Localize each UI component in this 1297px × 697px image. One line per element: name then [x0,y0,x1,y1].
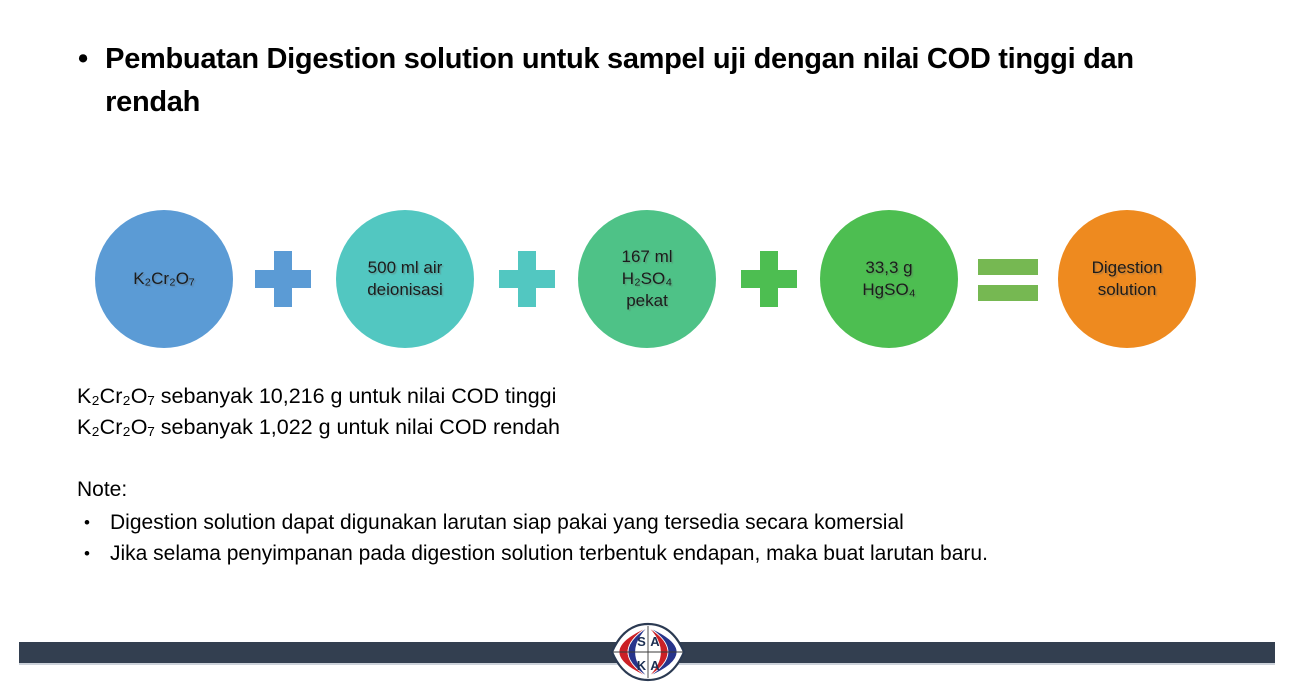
diagram-node-hgso4: 33,3 g HgSO₄ [820,210,958,348]
slide-title-block: • Pembuatan Digestion solution untuk sam… [78,38,1188,124]
diagram-node-air-deionisasi: 500 ml air deionisasi [336,210,474,348]
plus-bar-horizontal [499,270,555,288]
diagram-node-h2so4-pekat: 167 ml H₂SO₄ pekat [578,210,716,348]
dosage-line-cod-rendah: K₂Cr₂O₇ sebanyak 1,022 g untuk nilai COD… [77,415,561,439]
logo-letter-k: K [637,658,647,673]
plus-bar-vertical [274,251,292,307]
bullet-icon: • [84,513,90,532]
title-bullet: • [78,43,89,75]
saka-logo: S A K A [610,622,686,682]
diagram-node-label: 167 ml H₂SO₄ pekat [621,247,673,310]
plus-icon [499,251,555,307]
page-title: Pembuatan Digestion solution untuk sampe… [105,43,1134,118]
dosage-details: K₂Cr₂O₇ sebanyak 10,216 g untuk nilai CO… [77,381,560,443]
plus-icon [741,251,797,307]
list-item: • Jika selama penyimpanan pada digestion… [77,538,988,569]
note-bullet-text: Jika selama penyimpanan pada digestion s… [110,542,988,565]
logo-letter-a-bottom: A [650,658,660,673]
dosage-line-cod-tinggi: K₂Cr₂O₇ sebanyak 10,216 g untuk nilai CO… [77,384,557,408]
equals-icon [978,259,1038,301]
list-item: • Digestion solution dapat digunakan lar… [77,507,988,538]
logo-letter-s: S [637,634,646,649]
diagram-node-k2cr2o7: K₂Cr₂O₇ [95,210,233,348]
logo-letter-a-top: A [650,634,660,649]
diagram-node-label: K₂Cr₂O₇ [133,269,195,288]
note-heading: Note: [77,478,128,501]
diagram-node-label: 500 ml air deionisasi [367,258,443,299]
plus-bar-horizontal [255,270,311,288]
plus-bar-vertical [518,251,536,307]
plus-bar-horizontal [741,270,797,288]
note-block: Note: • Digestion solution dapat digunak… [77,474,988,569]
plus-icon [255,251,311,307]
note-bullet-text: Digestion solution dapat digunakan larut… [110,511,904,534]
diagram-node-label: Digestion solution [1091,258,1163,299]
equals-bar-bottom [978,285,1038,301]
diagram-node-digestion-solution: Digestion solution [1058,210,1196,348]
bullet-icon: • [84,544,90,563]
diagram-node-label: 33,3 g HgSO₄ [862,258,916,299]
plus-bar-vertical [760,251,778,307]
equals-bar-top [978,259,1038,275]
